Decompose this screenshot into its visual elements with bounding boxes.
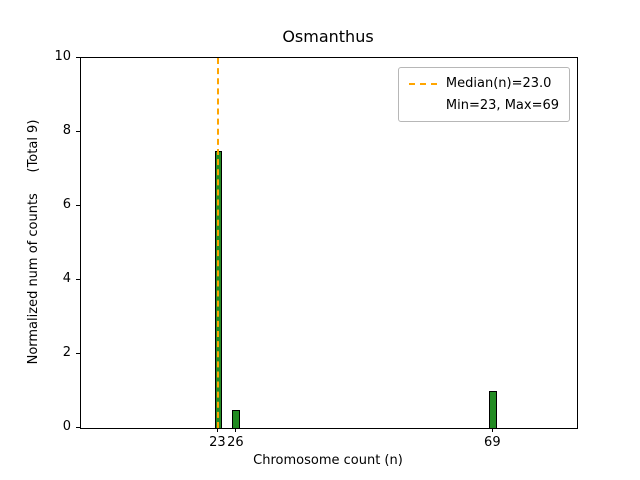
y-tick-mark: [76, 352, 80, 354]
x-tick-label: 26: [227, 435, 244, 450]
x-tick-label: 23: [209, 435, 226, 450]
y-tick-mark: [76, 130, 80, 132]
legend-row-median: Median(n)=23.0: [408, 75, 559, 92]
y-tick-label: 8: [62, 123, 71, 138]
y-tick-label: 4: [62, 271, 71, 286]
chart-title: Osmanthus: [282, 27, 374, 46]
x-tick-label: 69: [484, 435, 501, 450]
y-tick-mark: [76, 426, 80, 428]
bar-n69: [489, 391, 498, 428]
bar-n26: [232, 409, 241, 428]
y-tick-label: 6: [62, 197, 71, 212]
y-tick-mark: [76, 278, 80, 280]
legend-label-minmax: Min=23, Max=69: [445, 98, 559, 113]
plot-area: Median(n)=23.0 Min=23, Max=69: [80, 57, 578, 429]
y-axis-label: Normalized num of counts (Total 9): [26, 119, 41, 365]
legend: Median(n)=23.0 Min=23, Max=69: [397, 67, 570, 122]
x-tick-mark: [234, 428, 236, 432]
legend-label-median: Median(n)=23.0: [445, 76, 552, 91]
x-axis-label: Chromosome count (n): [253, 453, 403, 468]
median-dashed-line-swatch: [408, 82, 437, 85]
y-tick-label: 10: [54, 49, 71, 64]
x-tick-mark: [216, 428, 218, 432]
x-tick-mark: [491, 428, 493, 432]
y-tick-mark: [76, 204, 80, 206]
y-tick-mark: [76, 56, 80, 58]
y-tick-label: 0: [62, 419, 71, 434]
median-line: [217, 58, 220, 428]
y-tick-label: 2: [62, 345, 71, 360]
legend-row-minmax: Min=23, Max=69: [409, 97, 559, 114]
